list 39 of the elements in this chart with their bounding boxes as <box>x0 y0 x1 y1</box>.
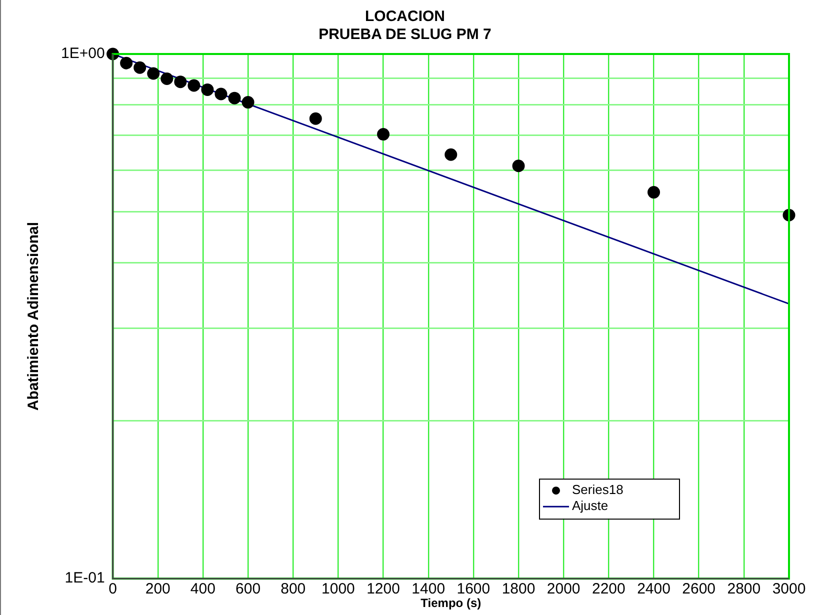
x-tick-label: 800 <box>280 580 306 598</box>
x-tick-label: 400 <box>190 580 216 598</box>
point <box>648 186 660 199</box>
point <box>444 148 458 161</box>
x-tick-label: 600 <box>236 580 261 598</box>
point <box>174 76 187 88</box>
x-tick-label: 0 <box>108 580 117 598</box>
x-tick-label: 2800 <box>727 580 761 598</box>
x-tick-label: 2200 <box>592 580 626 598</box>
point <box>309 112 322 125</box>
x-tick-label: 3000 <box>772 580 806 598</box>
x-tick-label: 1800 <box>502 580 536 598</box>
x-tick-label: 200 <box>145 580 170 598</box>
chart-subtitle: PRUEBA DE SLUG PM 7 <box>318 26 492 44</box>
point <box>377 128 390 141</box>
x-tick-label: 1600 <box>456 580 490 598</box>
point <box>120 56 133 70</box>
x-tick-label: 2600 <box>682 580 716 598</box>
point <box>147 67 160 80</box>
point <box>201 83 214 96</box>
y-tick-label: 1E-01 <box>64 570 105 587</box>
point <box>188 79 200 92</box>
x-axis-title: Tiempo (s) <box>420 596 482 610</box>
x-tick-label: 1400 <box>412 580 446 598</box>
y-tick-label: 1E+00 <box>60 45 105 62</box>
x-tick-label: 1200 <box>366 580 400 598</box>
x-tick-label: 2000 <box>546 580 580 598</box>
x-tick-label: 1000 <box>322 580 355 598</box>
legend-label: Series18 <box>572 482 624 498</box>
point <box>512 160 525 172</box>
x-tick-label: 2400 <box>637 580 670 598</box>
point <box>228 92 241 104</box>
chart-title: LOCACION <box>365 8 445 26</box>
point <box>214 88 228 100</box>
y-axis-title: Abatimiento Adimensional <box>25 222 42 411</box>
point <box>160 72 174 86</box>
point <box>134 61 146 74</box>
legend-label: Ajuste <box>572 498 608 514</box>
point <box>242 96 254 109</box>
